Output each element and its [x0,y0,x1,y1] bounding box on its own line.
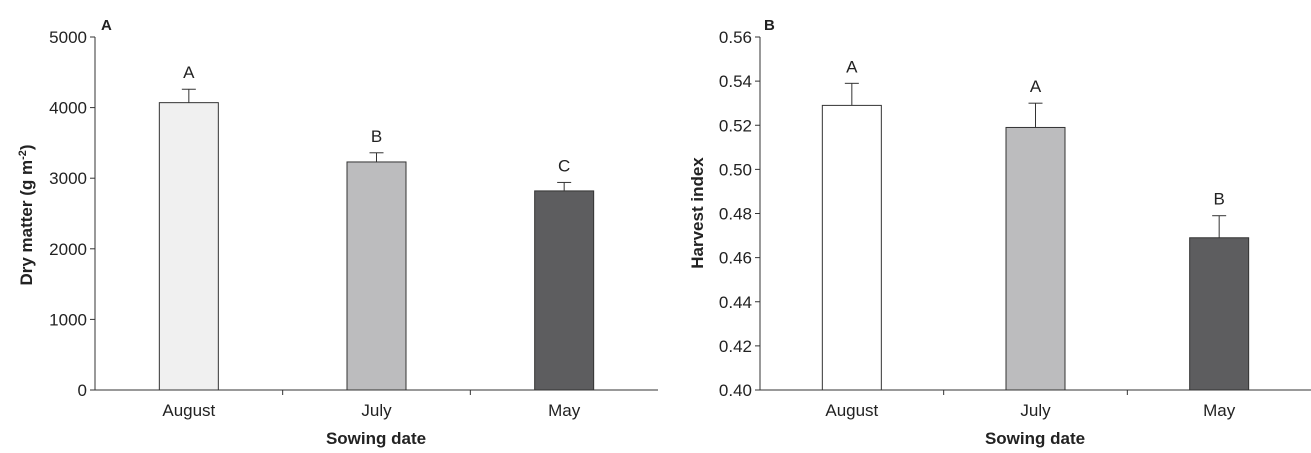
panel-a-label: A [101,17,112,34]
panel-a-y-tick-label: 0 [78,381,87,400]
panel-a-y-tick-label: 1000 [49,310,87,329]
panel-b-y-tick-label: 0.56 [719,28,752,47]
panel-a-significance-letter: A [183,63,195,82]
panel-a-bar-may [534,190,595,391]
panel-a-bar-august [158,102,219,391]
panel-b-y-tick-label: 0.44 [719,293,752,312]
panel-b-label: B [764,17,775,34]
panel-b-y-tick-label: 0.48 [719,205,752,224]
panel-b-harvest-index: B Harvest index Sowing date 0.40 0.42 0.44… [688,17,1311,448]
panel-b-significance-letter: B [1213,190,1224,209]
panel-a-y-tick-label: 4000 [49,99,87,118]
panel-b-y-tick-label: 0.46 [719,249,752,268]
panel-a-significance-letter: C [558,156,570,175]
panel-b-x-tick-label: August [825,401,878,420]
panel-a-x-tick-label: July [361,401,392,420]
panel-b-y-tick-label: 0.54 [719,72,752,91]
panel-b-x-tick-label: May [1203,401,1236,420]
panel-a-x-tick-label: August [162,401,215,420]
panel-a-y-axis-title: Dry matter (g m-2) [17,144,36,285]
panel-a-y-tick-label: 5000 [49,28,87,47]
panel-b-y-tick-label: 0.42 [719,337,752,356]
panel-b-significance-letter: A [1030,77,1042,96]
panel-a-y-tick-label: 2000 [49,240,87,259]
panel-a-y-tick-label: 3000 [49,169,87,188]
panel-b-bar-august [821,104,882,391]
panel-b-y-tick-label: 0.52 [719,116,752,135]
panel-b-x-tick-label: July [1020,401,1051,420]
panel-b-y-axis-title: Harvest index [688,157,707,269]
panel-b-bar-july [1005,126,1066,391]
panel-a-significance-letter: B [371,127,382,146]
panel-b-y-tick-label: 0.40 [719,381,752,400]
panel-b-bar-may [1189,237,1250,391]
panel-b-significance-letter: A [846,57,858,76]
panel-b-y-tick-label: 0.50 [719,160,752,179]
panel-a-dry-matter: A Dry matter (g m-2) Sowing date 0 1000 20… [17,17,658,448]
panel-a-x-axis-title: Sowing date [326,429,426,448]
panel-a-bar-july [346,161,407,391]
panel-a-x-tick-label: May [548,401,581,420]
panel-b-x-axis-title: Sowing date [985,429,1085,448]
